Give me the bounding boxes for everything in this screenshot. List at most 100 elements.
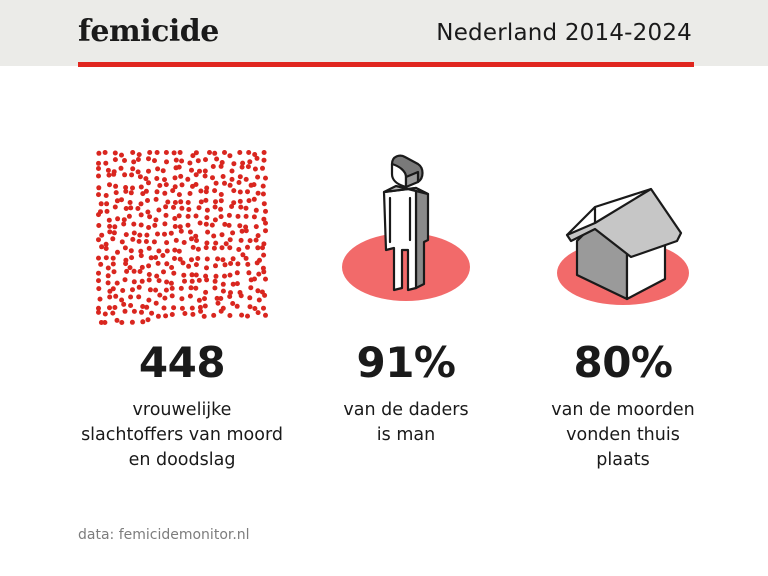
victim-dot — [138, 184, 144, 190]
victim-dot — [114, 280, 120, 286]
victim-dot — [185, 222, 191, 228]
victim-dot — [263, 228, 268, 234]
victim-dot — [121, 217, 127, 223]
victim-dot — [115, 216, 121, 222]
victim-dot — [202, 303, 208, 309]
victim-dot — [222, 221, 228, 227]
victim-dot — [204, 256, 210, 262]
victim-dot — [157, 183, 163, 188]
victim-dot — [230, 230, 236, 236]
victim-dot — [253, 224, 259, 230]
victim-dot — [238, 293, 244, 299]
victim-dot — [130, 185, 135, 191]
stat-label: van de moorden vonden thuis plaats — [503, 398, 743, 473]
victim-dot — [222, 273, 227, 279]
victim-dot — [179, 182, 185, 188]
victim-dot — [110, 255, 116, 261]
victim-dot — [164, 159, 169, 165]
victim-dot — [154, 189, 160, 195]
victim-dot — [219, 160, 225, 165]
victim-dot — [176, 164, 182, 170]
accent-rule — [78, 62, 694, 67]
victim-dot — [218, 198, 224, 204]
victim-dot — [261, 150, 267, 155]
victim-dot — [255, 288, 261, 294]
victim-dot — [219, 232, 225, 238]
victim-dot — [146, 180, 151, 186]
victim-dot — [190, 311, 196, 317]
victim-dot — [212, 204, 218, 210]
victim-dot — [227, 245, 233, 251]
victim-dot — [172, 247, 178, 253]
stat-victims: 448 vrouwelijke slachtoffers van moord e… — [62, 340, 302, 473]
stat-label-line: plaats — [596, 450, 650, 470]
victim-dot — [128, 303, 134, 308]
victim-dot — [176, 192, 182, 198]
victim-dot — [202, 168, 208, 174]
victim-dot — [123, 261, 129, 267]
victim-dot — [255, 245, 261, 251]
victim-dot — [226, 222, 232, 228]
victim-dot — [96, 286, 102, 292]
victim-dot — [237, 198, 243, 204]
victim-dot — [111, 171, 117, 177]
victim-dot — [131, 159, 137, 165]
victim-dot — [152, 222, 158, 228]
victim-dot — [198, 308, 204, 314]
victim-dot — [171, 305, 177, 311]
victim-dot — [243, 224, 249, 230]
victim-dot — [263, 208, 268, 214]
victim-dot — [168, 230, 174, 236]
victim-dot — [110, 286, 116, 292]
victim-dot — [218, 192, 224, 197]
victim-dot — [207, 150, 212, 155]
victim-dot — [121, 301, 127, 307]
victim-dot — [204, 265, 209, 271]
victim-dot — [98, 201, 104, 207]
victim-dot — [239, 228, 245, 234]
victim-dot — [103, 241, 109, 247]
victim-dot — [156, 207, 162, 213]
victim-dot — [143, 239, 149, 244]
victim-dot — [96, 278, 101, 284]
victim-dot — [176, 213, 182, 219]
victim-dot — [146, 277, 152, 283]
victim-dot — [198, 188, 204, 194]
person-ellipse — [342, 233, 470, 301]
victim-dot — [123, 185, 129, 190]
victim-dot — [222, 150, 227, 155]
victim-dot — [197, 304, 203, 310]
victim-dot — [263, 175, 268, 181]
victim-dot — [203, 189, 209, 195]
victim-dot — [172, 175, 178, 181]
victim-dot — [98, 320, 104, 325]
victim-dot — [147, 214, 153, 220]
victim-dot — [114, 317, 120, 323]
victim-dot — [96, 166, 101, 171]
victim-dot — [222, 180, 227, 186]
victim-dot — [161, 269, 166, 275]
victim-dot — [169, 265, 175, 270]
victim-dot — [222, 262, 228, 268]
victim-dot — [145, 209, 151, 215]
victim-dot — [121, 221, 127, 227]
victim-dot — [255, 310, 261, 316]
victim-dot — [227, 237, 233, 243]
victim-dot — [160, 253, 166, 258]
victim-dot — [185, 200, 191, 205]
victim-dot — [203, 221, 209, 227]
victim-dot — [110, 310, 116, 316]
victim-dot — [181, 272, 187, 278]
victim-dot — [110, 261, 116, 267]
victim-dot — [164, 261, 170, 267]
victim-dot — [229, 168, 235, 174]
victim-dot — [147, 287, 153, 293]
victim-dot — [140, 319, 146, 325]
victim-dot — [96, 309, 101, 315]
victim-dot — [137, 174, 143, 180]
stat-label-line: vonden thuis — [566, 425, 680, 445]
victim-dot — [146, 225, 152, 230]
victim-dot — [135, 169, 141, 175]
victim-dot — [227, 153, 233, 159]
victim-dot — [172, 200, 178, 205]
